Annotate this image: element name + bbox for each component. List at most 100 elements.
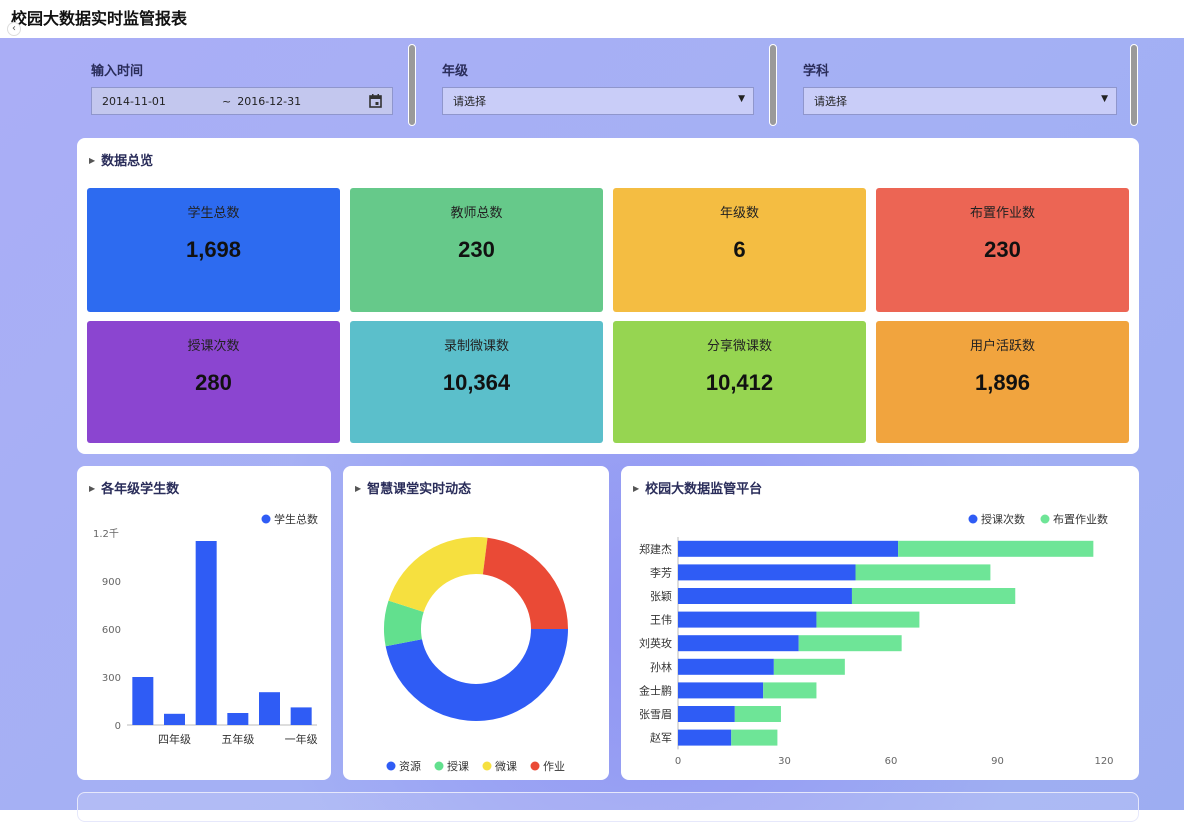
- stat-tile-label: 教师总数: [450, 206, 503, 221]
- stat-tile[interactable]: 布置作业数 230: [876, 188, 1129, 312]
- legend-dot: [968, 514, 978, 524]
- bar-segment: [678, 611, 817, 628]
- y-tick-label: 1.2千: [93, 528, 119, 540]
- stat-tile[interactable]: 分享微课数 10,412: [613, 321, 866, 443]
- legend-label: 授课次数: [981, 512, 1025, 526]
- y-category-label: 张颖: [650, 590, 672, 603]
- legend-label: 微课: [495, 759, 517, 773]
- y-category-label: 李芳: [650, 565, 672, 579]
- legend-dot: [530, 761, 540, 771]
- y-tick-label: 600: [102, 625, 121, 636]
- grade-students-card: ▶ 各年级学生数 学生总数 0 300 600 900 1.2千 四年级 五年级 一年级: [77, 466, 331, 780]
- stat-tile-label: 录制微课数: [443, 339, 509, 354]
- bar-segment: [851, 588, 1016, 604]
- stat-tile-label: 授课次数: [187, 339, 240, 354]
- donut-slice: [388, 537, 488, 613]
- stat-tile-value: 280: [195, 370, 232, 395]
- collapse-button[interactable]: ‹: [7, 22, 21, 36]
- stat-tile[interactable]: 用户活跃数 1,896: [876, 321, 1129, 443]
- bar: [259, 692, 280, 725]
- legend-dot: [261, 514, 271, 524]
- legend-label: 布置作业数: [1053, 513, 1108, 526]
- stat-tile-label: 分享微课数: [706, 339, 772, 354]
- chevron-down-icon: ▼: [738, 94, 745, 104]
- bar-segment: [678, 635, 799, 652]
- bar-segment: [678, 729, 732, 746]
- panel-scroll-handle[interactable]: [408, 44, 416, 126]
- grade-card-title-text: 各年级学生数: [101, 482, 180, 497]
- end-date[interactable]: 2016-12-31: [237, 94, 302, 108]
- classroom-donut-chart: 资源 授课 微课 作业: [384, 537, 568, 773]
- x-tick-label: 30: [778, 756, 791, 767]
- legend-dot: [482, 761, 492, 771]
- bar-segment: [678, 540, 899, 557]
- classroom-card-title-text: 智慧课堂实时动态: [367, 482, 472, 497]
- bar-segment: [855, 564, 991, 581]
- x-tick-label: 五年级: [221, 732, 254, 746]
- bar-segment: [763, 682, 817, 699]
- classroom-card-title: ▶ 智慧课堂实时动态: [355, 478, 471, 497]
- x-tick-label: 120: [1094, 756, 1113, 767]
- grade-select[interactable]: 请选择 ▼: [442, 87, 754, 115]
- stat-tile-value: 10,412: [705, 370, 774, 395]
- subject-filter: 学科 请选择 ▼: [803, 60, 1117, 115]
- bar: [227, 713, 249, 725]
- subject-select-value: 请选择: [814, 95, 847, 108]
- legend-dot: [1040, 514, 1050, 524]
- bar-segment: [678, 706, 735, 722]
- y-category-label: 张雪眉: [639, 708, 672, 721]
- y-category-label: 赵军: [650, 731, 672, 745]
- start-date[interactable]: 2014-11-01: [102, 94, 166, 108]
- x-tick-label: 一年级: [285, 732, 318, 746]
- stat-tile-value: 1,698: [185, 237, 242, 262]
- bar-segment: [678, 564, 856, 581]
- date-separator: ~: [222, 94, 232, 108]
- bar-segment: [734, 706, 781, 722]
- panel-scroll-handle[interactable]: [1130, 44, 1138, 126]
- date-range-input[interactable]: 2014-11-01 ~ 2016-12-31: [91, 87, 393, 115]
- stat-tile-label: 年级数: [719, 206, 759, 221]
- stat-tile[interactable]: 录制微课数 10,364: [350, 321, 603, 443]
- page-title: 校园大数据实时监管报表: [11, 9, 188, 28]
- x-tick-label: 90: [991, 756, 1004, 767]
- triangle-icon: ▶: [633, 484, 640, 493]
- subject-select[interactable]: 请选择 ▼: [803, 87, 1117, 115]
- stat-tile[interactable]: 教师总数 230: [350, 188, 603, 312]
- calendar-icon[interactable]: [369, 94, 382, 111]
- bar-segment: [898, 540, 1094, 557]
- next-section-card: [77, 792, 1139, 822]
- stat-tile-label: 用户活跃数: [969, 339, 1035, 354]
- stat-tile[interactable]: 授课次数 280: [87, 321, 340, 443]
- stat-tile-value: 230: [458, 237, 495, 262]
- grade-select-value: 请选择: [453, 95, 486, 108]
- y-tick-label: 900: [102, 577, 121, 588]
- bar-segment: [773, 658, 845, 675]
- chevron-down-icon: ▼: [1101, 94, 1108, 104]
- bar-segment: [678, 588, 852, 604]
- legend-label: 授课: [447, 759, 469, 773]
- stat-tile[interactable]: 学生总数 1,698: [87, 188, 340, 312]
- bar: [132, 677, 154, 725]
- platform-card-title: ▶ 校园大数据监管平台: [633, 478, 762, 497]
- triangle-icon: ▶: [89, 156, 96, 165]
- bar-segment: [678, 682, 764, 699]
- time-filter: 输入时间 2014-11-01 ~ 2016-12-31: [91, 60, 393, 115]
- triangle-icon: ▶: [89, 484, 96, 493]
- time-filter-label: 输入时间: [91, 63, 144, 78]
- donut-slice: [385, 629, 568, 721]
- stat-tile[interactable]: 年级数 6: [613, 188, 866, 312]
- donut-slice: [482, 537, 568, 629]
- legend-dot: [434, 761, 444, 771]
- bar: [164, 713, 185, 725]
- panel-scroll-handle[interactable]: [769, 44, 777, 126]
- classroom-card: ▶ 智慧课堂实时动态 资源 授课 微课 作业: [343, 466, 609, 780]
- y-category-label: 郑建杰: [639, 542, 672, 556]
- y-category-label: 王伟: [650, 614, 672, 627]
- stat-tile-label: 学生总数: [187, 206, 240, 221]
- platform-card-title-text: 校园大数据监管平台: [645, 482, 763, 497]
- platform-card: ▶ 校园大数据监管平台 授课次数 布置作业数 郑建杰 李芳 张颖 王伟 刘英玫 孙林 金士鹏 张雪眉…: [621, 466, 1139, 780]
- bar: [290, 707, 312, 725]
- subject-filter-label: 学科: [803, 63, 830, 78]
- legend-label: 学生总数: [274, 512, 318, 526]
- legend-label: 资源: [399, 759, 421, 773]
